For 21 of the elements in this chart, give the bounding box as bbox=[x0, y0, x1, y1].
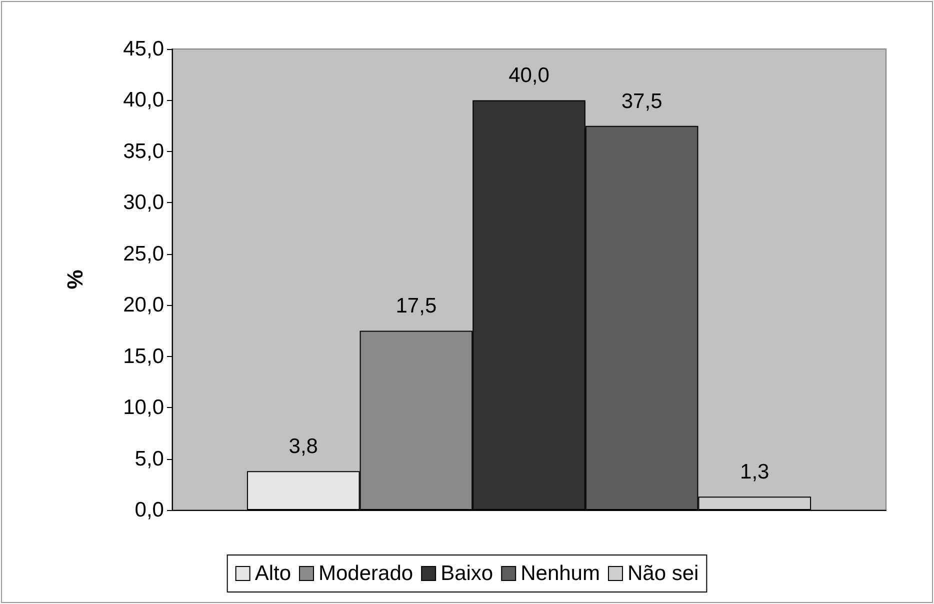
legend-label: Baixo bbox=[440, 562, 494, 585]
data-label: 17,5 bbox=[396, 294, 437, 318]
data-label: 37,5 bbox=[621, 90, 662, 113]
y-tick-label: 35,0 bbox=[123, 140, 164, 163]
legend-label: Moderado bbox=[318, 562, 414, 585]
legend-label: Alto bbox=[254, 562, 292, 585]
legend-label: Nenhum bbox=[520, 562, 600, 585]
y-tick-label: 0,0 bbox=[134, 498, 164, 522]
y-tick-label: 5,0 bbox=[134, 447, 164, 470]
y-tick-label: 20,0 bbox=[123, 294, 164, 317]
legend-label: Não sei bbox=[627, 562, 699, 585]
data-label: 40,0 bbox=[508, 64, 550, 88]
y-axis-title: % bbox=[62, 270, 88, 290]
data-label: 1,3 bbox=[740, 460, 770, 484]
y-tick-label: 10,0 bbox=[123, 396, 164, 420]
y-tick-label: 40,0 bbox=[123, 88, 164, 112]
data-label: 3,8 bbox=[288, 435, 318, 458]
y-tick-label: 45,0 bbox=[123, 38, 164, 60]
y-tick-label: 15,0 bbox=[123, 344, 164, 368]
y-tick-label: 25,0 bbox=[123, 242, 164, 266]
y-tick-label: 30,0 bbox=[123, 191, 164, 214]
